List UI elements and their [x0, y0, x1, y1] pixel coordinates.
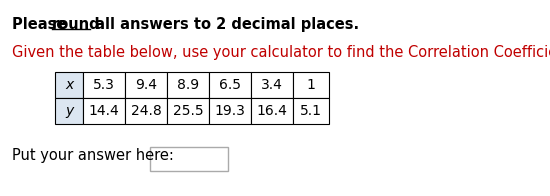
Text: Put your answer here:: Put your answer here:: [12, 148, 174, 163]
Text: 6.5: 6.5: [219, 78, 241, 92]
Bar: [167, 98, 209, 124]
Bar: [167, 72, 209, 98]
Bar: [293, 72, 329, 98]
Text: all answers to 2 decimal places.: all answers to 2 decimal places.: [90, 17, 359, 32]
Text: 9.4: 9.4: [135, 78, 157, 92]
Bar: [125, 72, 167, 98]
Text: 3.4: 3.4: [261, 78, 283, 92]
Text: round: round: [52, 17, 101, 32]
Text: 24.8: 24.8: [131, 104, 161, 118]
Text: 1: 1: [306, 78, 316, 92]
Bar: [83, 98, 125, 124]
Text: Please: Please: [12, 17, 72, 32]
Bar: [125, 98, 167, 124]
Bar: [251, 98, 293, 124]
Bar: [83, 72, 125, 98]
Bar: [293, 98, 329, 124]
Text: 16.4: 16.4: [256, 104, 288, 118]
Bar: [209, 98, 251, 124]
Bar: [150, 147, 228, 171]
Text: 5.3: 5.3: [93, 78, 115, 92]
Text: 8.9: 8.9: [177, 78, 199, 92]
Bar: [55, 98, 83, 124]
Text: x: x: [65, 78, 73, 92]
Text: Given the table below, use your calculator to find the Correlation Coefficient: Given the table below, use your calculat…: [12, 45, 550, 60]
Bar: [209, 72, 251, 98]
Text: 25.5: 25.5: [173, 104, 204, 118]
Text: 19.3: 19.3: [214, 104, 245, 118]
Text: 5.1: 5.1: [300, 104, 322, 118]
Text: 14.4: 14.4: [89, 104, 119, 118]
Bar: [251, 72, 293, 98]
Bar: [55, 72, 83, 98]
Text: y: y: [65, 104, 73, 118]
